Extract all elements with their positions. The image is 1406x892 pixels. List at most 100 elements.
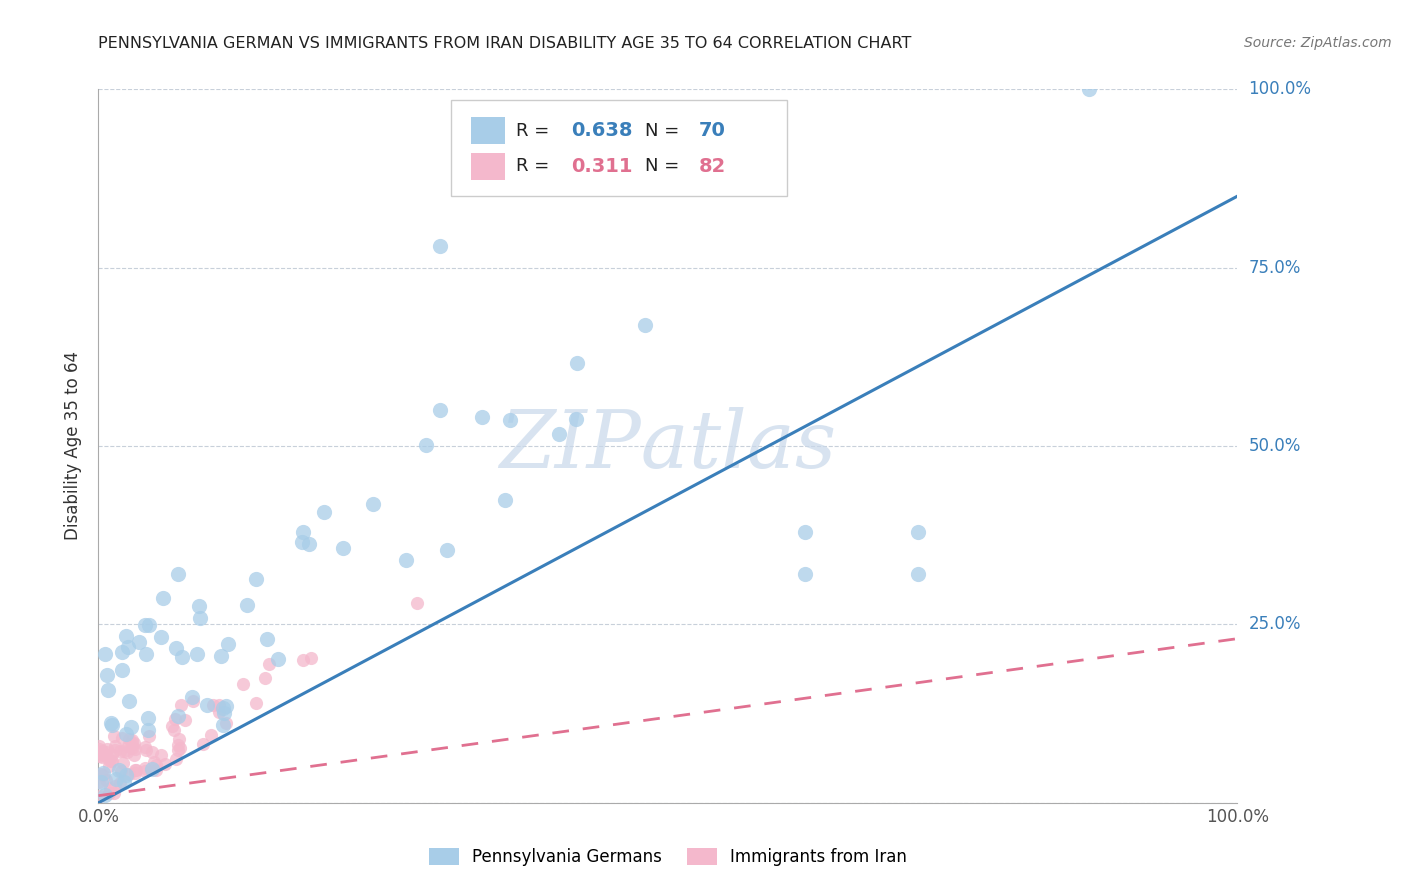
Point	[136, 723, 159, 738]
Point	[793, 524, 815, 539]
Point	[91, 744, 114, 758]
Point	[267, 652, 290, 666]
Point	[128, 635, 150, 649]
Point	[245, 572, 267, 586]
Point	[100, 754, 122, 768]
Point	[90, 774, 112, 789]
Point	[111, 756, 134, 770]
Point	[208, 698, 231, 713]
Point	[257, 657, 280, 671]
Point	[395, 553, 418, 567]
Point	[124, 742, 146, 756]
Point	[111, 731, 134, 745]
Y-axis label: Disability Age 35 to 64: Disability Age 35 to 64	[65, 351, 83, 541]
Point	[97, 683, 120, 698]
Point	[299, 651, 322, 665]
Text: N =: N =	[645, 121, 685, 139]
Point	[100, 716, 122, 731]
Point	[499, 413, 522, 427]
Point	[124, 763, 146, 777]
Point	[91, 749, 114, 764]
Text: 75.0%: 75.0%	[1249, 259, 1301, 277]
Point	[187, 599, 209, 614]
Point	[163, 712, 186, 726]
Point	[406, 596, 429, 610]
Point	[115, 726, 138, 740]
Point	[236, 598, 259, 612]
Point	[93, 648, 115, 662]
Point	[332, 541, 354, 555]
Point	[138, 729, 160, 743]
Point	[122, 747, 145, 762]
Point	[135, 743, 157, 757]
Point	[201, 698, 224, 713]
Point	[415, 438, 437, 452]
Point	[208, 705, 231, 719]
Point	[165, 752, 187, 766]
Point	[89, 789, 111, 803]
Point	[91, 748, 114, 763]
Point	[212, 700, 235, 714]
Text: 25.0%: 25.0%	[1249, 615, 1301, 633]
Point	[110, 645, 132, 659]
Point	[120, 720, 142, 734]
Point	[195, 698, 218, 712]
Point	[217, 637, 239, 651]
Point	[117, 640, 139, 654]
Point	[166, 708, 188, 723]
Point	[97, 786, 120, 800]
Point	[165, 641, 187, 656]
Point	[1078, 82, 1101, 96]
Bar	[471, 153, 505, 180]
Point	[96, 668, 118, 682]
Point	[548, 427, 571, 442]
Point	[124, 736, 146, 750]
Point	[124, 766, 146, 780]
Point	[118, 694, 141, 708]
Point	[567, 356, 589, 370]
Point	[115, 746, 138, 760]
Point	[429, 403, 451, 417]
Point	[253, 671, 276, 685]
Point	[134, 764, 156, 779]
Point	[112, 774, 135, 789]
Bar	[471, 117, 505, 145]
Point	[167, 732, 190, 747]
Legend: Pennsylvania Germans, Immigrants from Iran: Pennsylvania Germans, Immigrants from Ir…	[429, 847, 907, 866]
Point	[145, 757, 167, 772]
Point	[90, 767, 112, 781]
Point	[149, 747, 172, 762]
Point	[143, 755, 166, 769]
Point	[134, 740, 156, 755]
Point	[141, 745, 163, 759]
Point	[118, 767, 141, 781]
Point	[91, 746, 114, 760]
Point	[297, 537, 319, 551]
Point	[108, 763, 131, 777]
Text: 0.638: 0.638	[571, 121, 633, 140]
Point	[186, 648, 208, 662]
Point	[634, 318, 657, 332]
Point	[110, 663, 132, 677]
Point	[91, 768, 114, 782]
Point	[87, 742, 110, 756]
Point	[209, 648, 232, 663]
Point	[167, 738, 190, 752]
Text: PENNSYLVANIA GERMAN VS IMMIGRANTS FROM IRAN DISABILITY AGE 35 TO 64 CORRELATION : PENNSYLVANIA GERMAN VS IMMIGRANTS FROM I…	[98, 36, 912, 51]
Point	[292, 524, 315, 539]
Text: N =: N =	[645, 157, 685, 175]
Point	[174, 713, 197, 727]
Point	[104, 742, 127, 756]
Point	[87, 774, 110, 789]
Point	[212, 718, 235, 732]
Point	[90, 747, 112, 761]
Point	[108, 744, 131, 758]
Point	[180, 690, 202, 704]
Text: 82: 82	[699, 157, 725, 176]
Point	[167, 567, 190, 582]
Point	[232, 677, 254, 691]
Point	[121, 738, 143, 752]
Point	[141, 762, 163, 776]
Point	[110, 764, 132, 778]
Point	[98, 781, 121, 796]
